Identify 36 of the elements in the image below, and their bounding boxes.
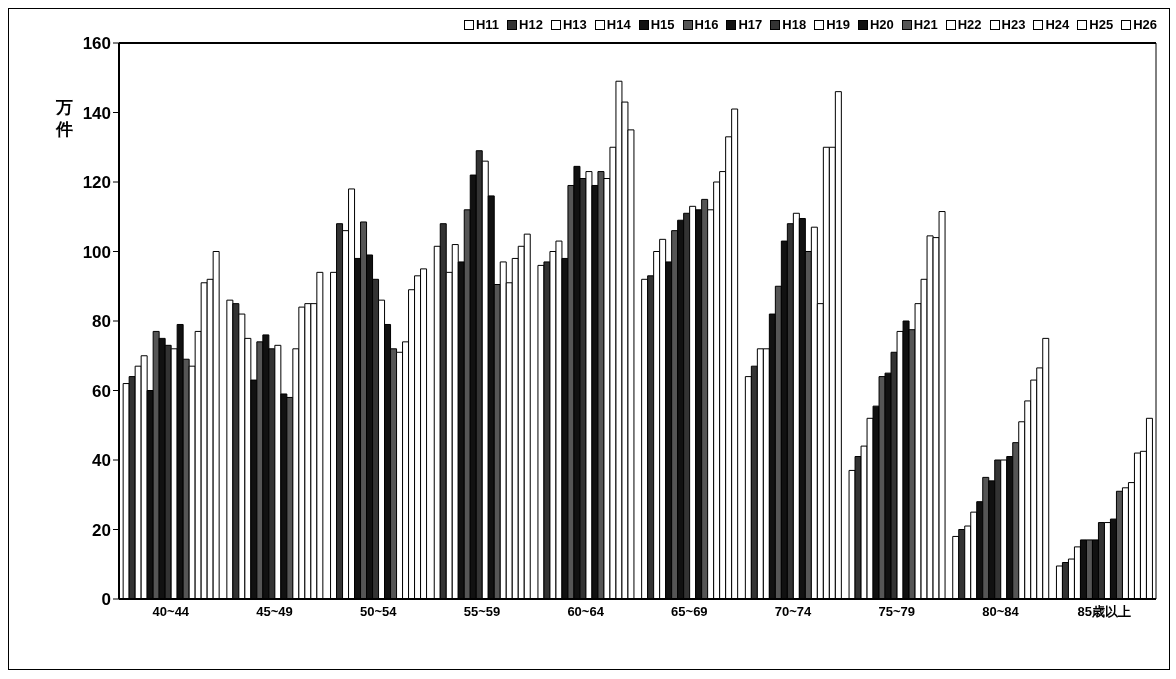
y-tick-label: 120 (82, 173, 111, 193)
y-tick-label: 100 (82, 242, 111, 262)
x-tick-label: 60~64 (567, 604, 605, 620)
y-tick-label: 60 (92, 381, 111, 401)
legend-label: H22 (957, 17, 982, 32)
x-tick-label: 85歳以上 (1077, 604, 1131, 620)
legend-label: H11 (475, 17, 500, 32)
legend-label: H17 (738, 17, 763, 32)
legend-label: H15 (650, 17, 675, 32)
legend-label: H21 (913, 17, 938, 32)
x-tick-label: 45~49 (256, 604, 293, 620)
y-tick-label: 140 (82, 103, 111, 123)
legend-label: H25 (1089, 17, 1114, 32)
x-tick-label: 40~44 (152, 604, 190, 620)
legend-label: H16 (694, 17, 719, 32)
legend-label: H19 (826, 17, 850, 32)
y-tick-label: 20 (92, 520, 111, 540)
x-tick-label: 75~79 (878, 604, 916, 620)
legend-label: H18 (782, 17, 807, 32)
legend-label: H26 (1133, 17, 1157, 32)
x-tick-label: 55~59 (463, 604, 501, 620)
y-axis-title: 万件 (54, 98, 73, 139)
y-tick-label: 80 (92, 312, 111, 332)
y-tick-label: 160 (82, 34, 111, 54)
legend-label: H14 (606, 17, 631, 32)
legend-label: H24 (1045, 17, 1070, 32)
x-tick-label: 70~74 (774, 604, 813, 620)
x-tick-label: 80~84 (982, 604, 1020, 620)
legend-label: H23 (1001, 17, 1026, 32)
y-tick-label: 40 (92, 451, 111, 471)
x-tick-label: 65~69 (671, 604, 708, 620)
legend-label: H20 (869, 17, 894, 32)
legend-label: H12 (519, 17, 543, 32)
legend-label: H13 (562, 17, 587, 32)
y-tick-label: 0 (101, 590, 111, 610)
x-tick-label: 50~54 (359, 604, 398, 620)
